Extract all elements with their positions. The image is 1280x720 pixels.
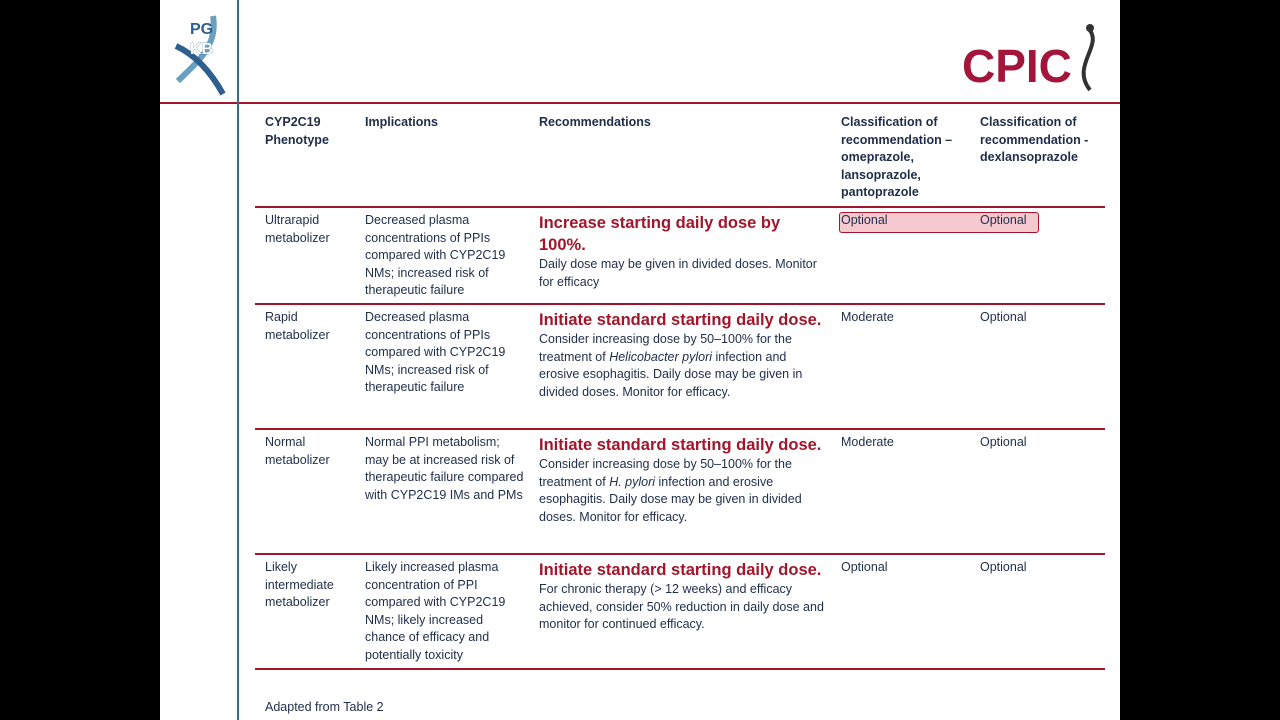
recommendation-detail: Consider increasing dose by 50–100% for … <box>539 456 829 526</box>
phenotype: Normal metabolizer <box>265 435 330 467</box>
recommendation-headline: Increase starting daily dose by 100%. <box>539 214 781 254</box>
row-rule <box>255 668 1105 670</box>
row-rule <box>255 553 1105 555</box>
detail-text: Helicobacter pylori <box>609 349 713 364</box>
column-header: Implications <box>365 115 438 129</box>
recommendation-detail: Daily dose may be given in divided doses… <box>539 256 829 291</box>
detail-text: infection and erosive esophagitis. Daily… <box>539 474 802 524</box>
recommendation-detail: Consider increasing dose by 50–100% for … <box>539 331 829 401</box>
row-rule <box>255 303 1105 305</box>
classification: Optional <box>841 213 888 227</box>
logo-text: PG <box>190 21 213 38</box>
recommendation: Initiate standard starting daily dose. Co… <box>539 434 829 526</box>
classification: Optional <box>980 435 1027 449</box>
recommendation-headline: Initiate standard starting daily dose. <box>539 311 822 329</box>
recommendation-headline: Initiate standard starting daily dose. <box>539 436 822 454</box>
classification: Optional <box>980 213 1027 227</box>
implications: Decreased plasma concentrations of PPIs … <box>365 213 506 297</box>
classification: Optional <box>980 560 1027 574</box>
recommendation-detail: For chronic therapy (> 12 weeks) and eff… <box>539 581 829 634</box>
implications: Likely increased plasma concentration of… <box>365 560 506 662</box>
detail-text: Consider increasing dose by 50–100% for … <box>539 457 792 489</box>
recommendation: Initiate standard starting daily dose. Fo… <box>539 559 829 634</box>
recommendation: Initiate standard starting daily dose. Co… <box>539 309 829 401</box>
implications: Decreased plasma concentrations of PPIs … <box>365 310 506 394</box>
classification: Optional <box>841 560 888 574</box>
pgkb-logo: PG KB <box>174 15 226 96</box>
logo-text: CPIC <box>962 40 1072 92</box>
column-header: CYP2C19 Phenotype <box>265 115 329 147</box>
phenotype: Rapid metabolizer <box>265 310 330 342</box>
phenotype: Likely intermediate metabolizer <box>265 560 334 609</box>
recommendation: Increase starting daily dose by 100%. Dai… <box>539 212 829 291</box>
implications: Normal PPI metabolism; may be at increas… <box>365 435 524 502</box>
detail-text: infection and erosive esophagitis. Daily… <box>539 349 803 399</box>
classification: Moderate <box>841 435 894 449</box>
row-rule <box>255 428 1105 430</box>
detail-text: H. pylori <box>609 474 656 489</box>
phenotype: Ultrarapid metabolizer <box>265 213 330 245</box>
classification: Optional <box>980 310 1027 324</box>
highlight <box>839 212 1039 233</box>
detail-text: Daily dose may be given in divided doses… <box>539 257 817 289</box>
classification: Moderate <box>841 310 894 324</box>
column-header: Recommendations <box>539 115 651 129</box>
detail-text: Consider increasing dose by 50–100% for … <box>539 332 792 364</box>
recommendation-headline: Initiate standard starting daily dose. <box>539 561 822 579</box>
footer: Adapted from Table 2 <box>265 700 384 714</box>
header-rule <box>160 102 1120 104</box>
logo-text: KB <box>190 41 213 58</box>
side-rule <box>237 0 239 720</box>
column-header: Classification of recommendation – omepr… <box>841 115 953 199</box>
detail-text: For chronic therapy (> 12 weeks) and eff… <box>539 582 824 631</box>
row-rule <box>255 206 1105 208</box>
slide: PG KB CPIC Adapted from Table 2 CYP2C19 … <box>160 0 1120 720</box>
column-header: Classification of recommendation - dexla… <box>980 115 1089 164</box>
cpic-logo: CPIC <box>962 24 1095 92</box>
